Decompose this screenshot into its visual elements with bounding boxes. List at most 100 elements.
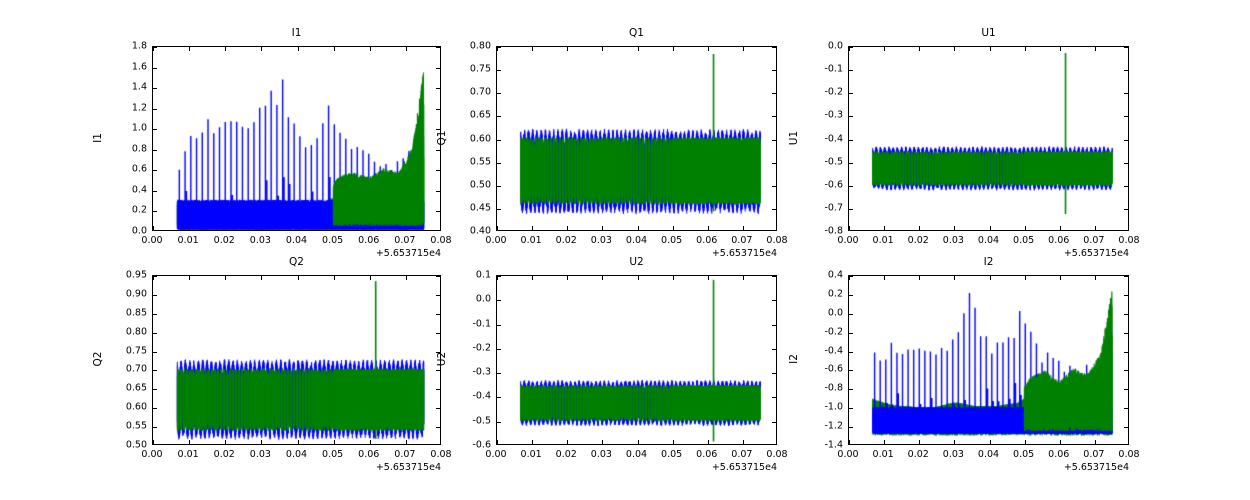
y-tick-label: -0.6 [824, 363, 843, 375]
x-axis-offset-text-q2: +5.653715e4 [375, 462, 441, 473]
y-tick-label: -1.2 [824, 420, 843, 432]
x-tick-label: 0.02 [213, 235, 235, 246]
y-tick-mark [436, 47, 440, 48]
subplot-title-i1: I1 [291, 27, 302, 39]
y-tick-label: -0.8 [824, 382, 843, 394]
y-tick-label: 0.90 [125, 288, 147, 300]
y-tick-label: -0.4 [824, 345, 843, 357]
x-tick-label: 0.07 [1083, 235, 1105, 246]
x-tick-label: 0.03 [590, 449, 612, 460]
y-tick-label: -0.1 [472, 318, 491, 330]
plot-data-u1 [850, 48, 1128, 230]
y-tick-mark [1124, 276, 1128, 277]
x-tick-label: 0.05 [322, 235, 344, 246]
y-tick-mark [153, 276, 157, 277]
x-tick-label: 0.06 [358, 449, 380, 460]
y-tick-label: -0.2 [824, 86, 843, 98]
subplot-i1: I1 I1 +5.653715e4 0.0 0.2 0.4 0.6 0.8 1.0 1.2 1.4 1… [92, 27, 452, 259]
x-tick-mark [153, 440, 154, 444]
y-tick-mark [497, 47, 501, 48]
y-tick-label: 1.8 [131, 40, 147, 52]
y-tick-label: 0.4 [827, 269, 843, 281]
y-tick-label: 0.60 [125, 401, 147, 413]
x-tick-label: 0.01 [520, 449, 542, 460]
y-tick-label: 0.55 [469, 156, 491, 168]
x-tick-label: 0.00 [485, 235, 507, 246]
y-tick-label: 0.60 [469, 133, 491, 144]
x-tick-label: 0.06 [1048, 235, 1070, 246]
subplot-title-q1: Q1 [629, 27, 644, 39]
x-tick-label: 0.04 [977, 235, 1000, 246]
x-tick-label: 0.08 [766, 235, 788, 246]
x-tick-label: 0.04 [285, 235, 308, 246]
y-axis-label-u2: U2 [436, 351, 448, 367]
x-tick-mark [153, 276, 154, 280]
x-tick-label: 0.06 [696, 449, 718, 460]
y-tick-label: 0.55 [125, 420, 147, 432]
axes-frame-u1 [848, 46, 1129, 231]
y-tick-label: -0.5 [824, 156, 843, 168]
y-tick-mark [772, 276, 776, 277]
y-tick-label: -0.4 [472, 390, 491, 402]
y-axis-label-q2: Q2 [92, 351, 104, 367]
y-tick-label: -0.3 [472, 366, 491, 378]
x-tick-label: 0.01 [520, 235, 542, 246]
y-tick-mark [849, 276, 853, 277]
axes-frame-i2 [848, 275, 1129, 445]
axes-frame-q1 [496, 46, 777, 231]
y-tick-label: 0.70 [125, 363, 147, 375]
y-tick-mark [772, 47, 776, 48]
x-tick-label: 0.01 [177, 235, 199, 246]
y-tick-label: 0.1 [475, 269, 491, 281]
x-tick-label: 0.05 [1013, 235, 1035, 246]
x-tick-label: 0.05 [322, 449, 344, 460]
x-tick-label: 0.04 [625, 235, 648, 246]
y-tick-label: 0.0 [131, 225, 147, 237]
x-tick-label: 0.05 [661, 449, 683, 460]
y-tick-label: 0.75 [125, 345, 147, 357]
x-tick-label: 0.07 [1083, 449, 1105, 460]
x-tick-label: 0.07 [731, 235, 753, 246]
x-tick-label: 0.06 [358, 235, 380, 246]
plot-data-q1 [498, 48, 776, 230]
x-axis-offset-text-i1: +5.653715e4 [375, 248, 441, 259]
y-tick-mark [1124, 47, 1128, 48]
y-tick-label: 0.95 [125, 269, 147, 281]
x-axis-offset-text-u2: +5.653715e4 [711, 462, 777, 473]
x-tick-mark [497, 440, 498, 444]
y-tick-label: -1.0 [824, 401, 843, 413]
plot-data-i1 [154, 48, 440, 230]
y-tick-label: -0.8 [824, 225, 843, 237]
x-tick-label: 0.02 [907, 449, 929, 460]
y-tick-label: -0.2 [824, 326, 843, 338]
x-tick-label: 0.01 [872, 449, 894, 460]
x-tick-label: 0.05 [661, 235, 683, 246]
y-tick-label: 1.4 [131, 81, 147, 93]
subplot-i2: I2 I2 +5.653715e4 -1.4 -1.2 -1.0 -0.8 -0.6 -0.4 -… [788, 256, 1140, 473]
y-tick-label: 0.70 [469, 86, 491, 98]
x-tick-label: 0.08 [430, 235, 452, 246]
subplot-title-u2: U2 [629, 256, 644, 268]
y-tick-label: 0.45 [469, 202, 491, 214]
x-tick-label: 0.06 [1048, 449, 1070, 460]
x-tick-label: 0.02 [555, 235, 577, 246]
y-tick-label: 0.2 [131, 204, 147, 216]
y-tick-label: 0.0 [475, 293, 491, 305]
x-tick-label: 0.08 [1118, 235, 1140, 246]
y-tick-label: 0.85 [125, 307, 147, 319]
x-tick-label: 0.07 [731, 449, 753, 460]
subplot-u1: U1 U1 +5.653715e4 -0.8 -0.7 -0.6 -0.5 -0.4 -0.3 -… [788, 27, 1140, 259]
x-tick-label: 0.07 [394, 449, 416, 460]
y-tick-label: 0.65 [125, 382, 147, 394]
y-tick-label: 0.6 [131, 163, 147, 175]
x-tick-label: 0.02 [213, 449, 235, 460]
y-axis-label-i1: I1 [92, 132, 104, 143]
subplot-q1: Q1 Q1 +5.653715e4 0.40 0.45 0.50 0.55 0.60 0.65 0… [436, 27, 788, 259]
y-tick-mark [436, 276, 440, 277]
x-tick-label: 0.08 [766, 449, 788, 460]
y-tick-label: -1.4 [824, 439, 843, 451]
x-tick-mark [497, 226, 498, 230]
y-tick-label: 0.0 [827, 40, 843, 52]
plot-data-q2 [154, 277, 440, 444]
x-tick-label: 0.07 [394, 235, 416, 246]
